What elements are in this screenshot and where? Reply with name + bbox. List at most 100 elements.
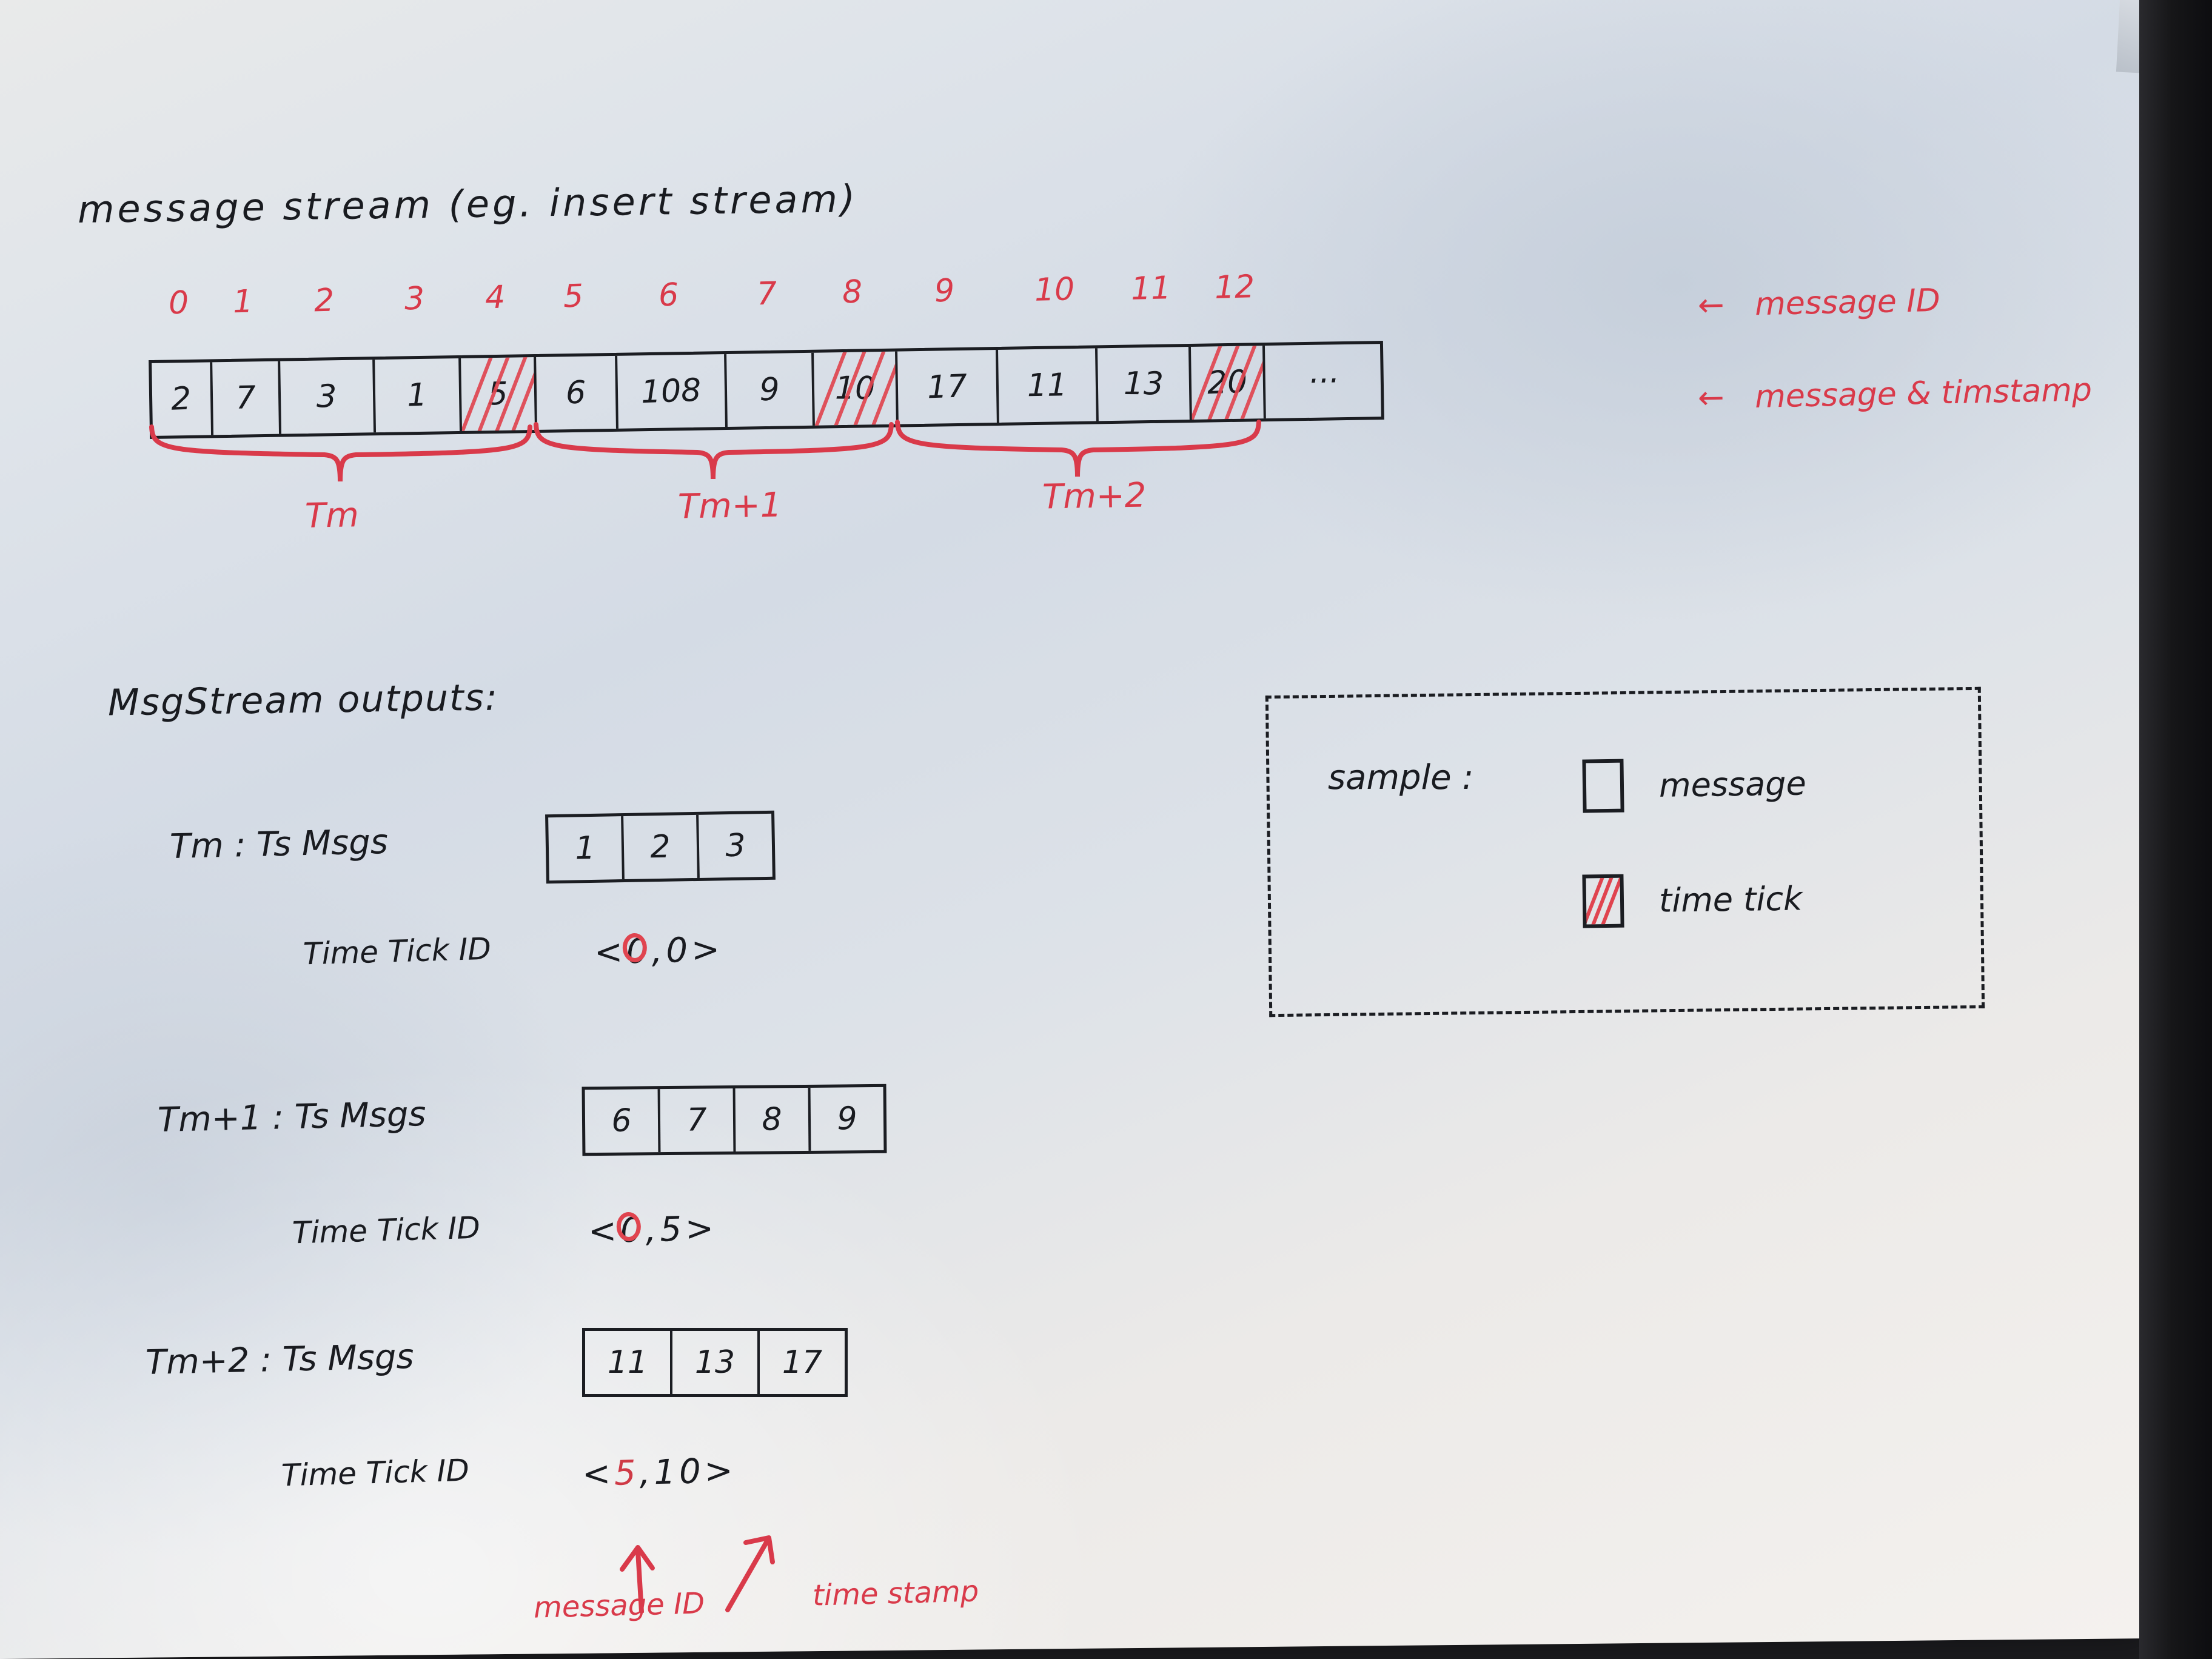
stream-index-7: 7 xyxy=(756,275,777,313)
timetick-id-label-Tm+2: Time Tick ID xyxy=(281,1452,470,1493)
legend-title: sample : xyxy=(1328,758,1474,797)
output-msg-cell: 2 xyxy=(623,814,700,880)
timetick-timestamp: 0 xyxy=(665,930,692,971)
timetick-id-label-Tm+1: Time Tick ID xyxy=(292,1210,481,1251)
timetick-id-value-Tm+2: <5,10> xyxy=(581,1451,737,1494)
desk-right-edge xyxy=(2139,0,2212,1659)
stream-index-1: 1 xyxy=(232,283,253,321)
output-row-label-Tm+1: Tm+1 : Ts Msgs xyxy=(157,1094,427,1141)
output-row-label-Tm+2: Tm+2 : Ts Msgs xyxy=(145,1336,415,1383)
stream-cell-12: 20 xyxy=(1190,346,1266,420)
brace-Tm+1 xyxy=(534,422,894,480)
timetick-open-bracket: < xyxy=(594,932,627,973)
stream-index-5: 5 xyxy=(563,278,584,315)
stream-index-10: 10 xyxy=(1034,271,1075,309)
brace-Tm+2 xyxy=(895,420,1261,477)
stream-cell-value: ··· xyxy=(1307,363,1339,400)
timetick-separator: , xyxy=(651,931,667,971)
timetick-timestamp: 5 xyxy=(659,1209,686,1250)
output-msg-cell: 9 xyxy=(837,1101,857,1138)
timetick-close-bracket: > xyxy=(703,1450,737,1492)
timetick-message-id: 0 xyxy=(620,1210,646,1251)
legend-box xyxy=(1265,686,1985,1017)
arrow-up-message-id-icon xyxy=(620,1545,655,1613)
legend-item-time-tick: time tick xyxy=(1582,871,1803,928)
stream-cell-value: 5 xyxy=(488,375,509,413)
bottom-label-message-id: message ID xyxy=(533,1586,705,1625)
stream-cell-9: 17 xyxy=(897,349,999,424)
stream-index-3: 3 xyxy=(404,280,425,318)
output-msgs-box-Tm+2: 11 13 17 xyxy=(582,1328,848,1397)
stream-cell-value: 9 xyxy=(759,371,780,409)
legend-item-message: message xyxy=(1582,756,1806,813)
timetick-swatch-icon xyxy=(1582,874,1624,928)
brace-label-Tm+2: Tm+2 xyxy=(1042,475,1147,517)
stream-cell-value: 10 xyxy=(834,370,876,407)
stream-cell-value: 7 xyxy=(235,380,256,417)
legend-item-label: time tick xyxy=(1658,879,1803,920)
brace-label-Tm: Tm xyxy=(304,495,360,536)
stream-cell-8: 10 xyxy=(814,351,899,426)
stream-cell-value: 17 xyxy=(926,368,968,406)
stream-cell-7: 9 xyxy=(726,352,815,427)
timetick-close-bracket: > xyxy=(691,930,724,970)
stream-index-6: 6 xyxy=(658,276,679,314)
timetick-id-value-Tm: <0,0> xyxy=(594,930,723,972)
stream-cell-value: 20 xyxy=(1206,363,1248,402)
left-arrow-icon: ← xyxy=(1697,287,1725,324)
message-swatch-icon xyxy=(1582,759,1624,813)
timetick-separator: , xyxy=(638,1453,655,1493)
stream-cell-value: 2 xyxy=(170,380,192,418)
page-title: message stream (eg. insert stream) xyxy=(77,176,859,232)
stream-index-4: 4 xyxy=(484,279,506,317)
output-row-label-Tm: Tm : Ts Msgs xyxy=(169,822,389,867)
stream-cell-6: 108 xyxy=(617,354,728,429)
stream-cell-value: 3 xyxy=(317,378,337,415)
arrow-up-timestamp-icon xyxy=(725,1535,775,1612)
left-arrow-icon: ← xyxy=(1697,379,1725,417)
timetick-timestamp: 10 xyxy=(653,1452,705,1493)
stream-cell-3: 1 xyxy=(375,358,463,433)
legend-item-label: message xyxy=(1658,763,1807,805)
timetick-id-value-Tm+1: <0,5> xyxy=(588,1208,717,1251)
output-msg-cell: 13 xyxy=(672,1331,760,1394)
stream-index-0: 0 xyxy=(168,284,189,322)
stream-cell-value: 6 xyxy=(566,374,586,412)
output-msg-cell: 7 xyxy=(660,1088,736,1153)
stream-cell-13: ··· xyxy=(1265,344,1381,418)
stream-index-11: 11 xyxy=(1130,269,1171,307)
bottom-label-timestamp: time stamp xyxy=(812,1574,979,1613)
brace-Tm xyxy=(149,424,532,482)
stream-cell-5: 6 xyxy=(536,355,618,430)
stream-index-2: 2 xyxy=(313,282,335,320)
output-msg-cell: 17 xyxy=(782,1344,823,1381)
stream-index-8: 8 xyxy=(842,273,863,311)
brace-label-Tm+1: Tm+1 xyxy=(677,485,782,527)
stream-cell-value: 11 xyxy=(1027,367,1068,404)
timetick-open-bracket: < xyxy=(581,1453,615,1495)
stream-cell-4: 5 xyxy=(461,357,537,431)
stream-cell-10: 11 xyxy=(998,348,1099,423)
stream-index-12: 12 xyxy=(1214,268,1255,306)
timetick-close-bracket: > xyxy=(685,1208,718,1249)
timetick-separator: , xyxy=(645,1210,661,1250)
annotation-message-timestamp: ← message & timstamp xyxy=(1697,372,2093,417)
stream-cell-value: 108 xyxy=(640,372,702,411)
stream-index-9: 9 xyxy=(934,272,955,310)
output-msg-cell: 3 xyxy=(725,827,746,865)
timetick-message-id: 0 xyxy=(626,931,652,972)
output-msg-cell: 11 xyxy=(585,1331,672,1394)
output-msg-cell: 1 xyxy=(548,816,625,881)
output-msg-cell: 8 xyxy=(735,1087,811,1151)
output-msg-cell: 6 xyxy=(585,1089,661,1153)
timetick-open-bracket: < xyxy=(588,1211,621,1252)
stream-cell-value: 13 xyxy=(1123,366,1164,403)
stream-cell-11: 13 xyxy=(1097,346,1192,421)
stream-cell-value: 1 xyxy=(406,377,428,414)
annotation-message-id: ← message ID xyxy=(1697,282,1941,324)
timetick-id-label-Tm: Time Tick ID xyxy=(303,931,492,972)
outputs-heading: MsgStream outputs: xyxy=(107,676,499,725)
